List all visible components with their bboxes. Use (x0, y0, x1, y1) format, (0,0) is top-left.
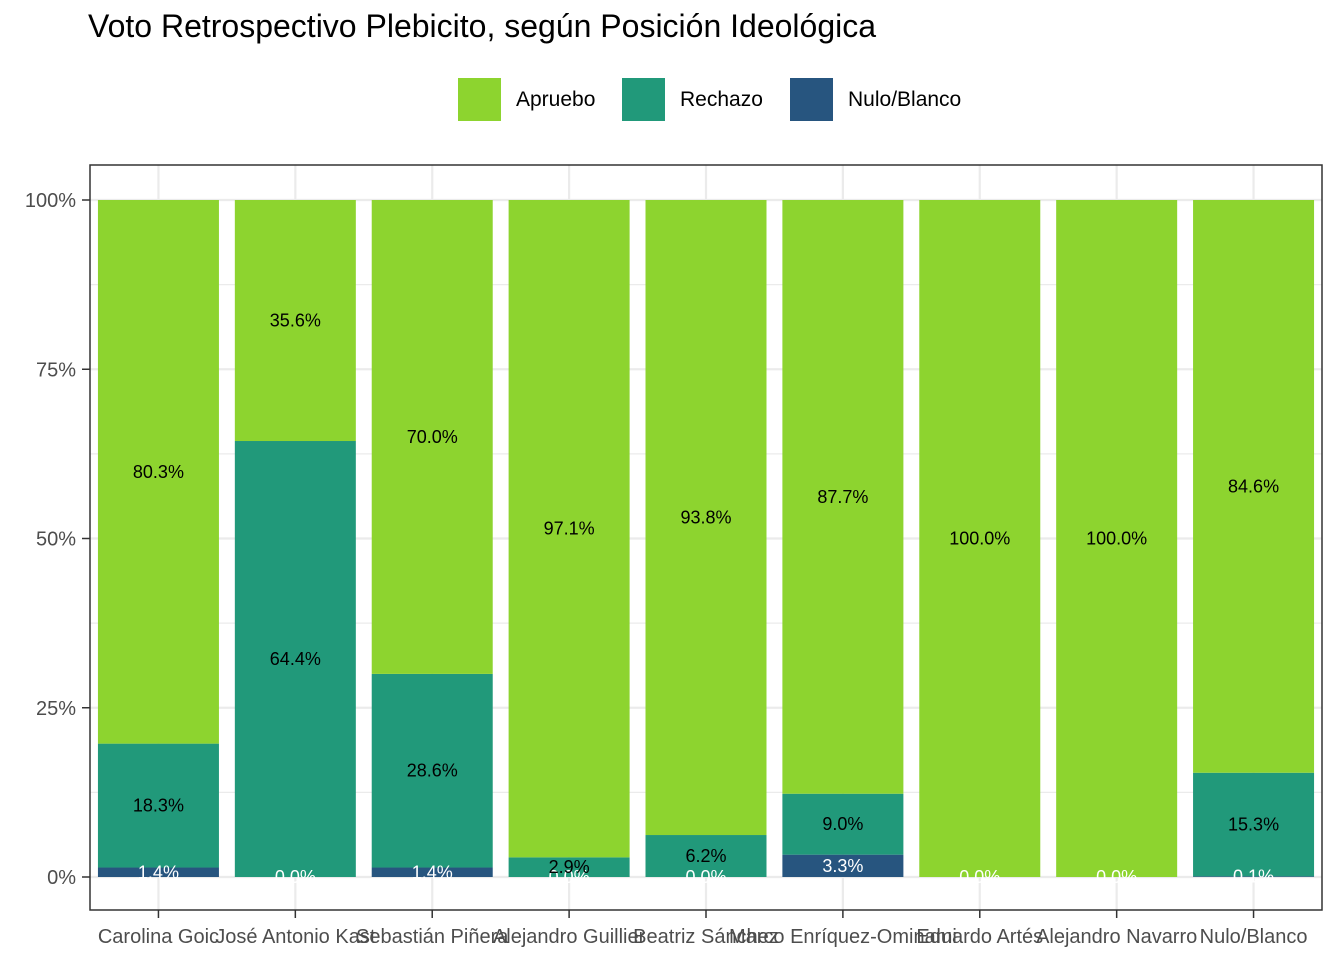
legend-label-nulo-blanco: Nulo/Blanco (848, 88, 962, 111)
bar-label-apruebo-2: 70.0% (407, 427, 458, 447)
bar-label-rechazo-8: 15.3% (1228, 815, 1279, 835)
x-tick-label-2: Sebastián Piñera (356, 926, 509, 948)
bar-apruebo-8 (1193, 200, 1315, 773)
bar-label-apruebo-8: 84.6% (1228, 476, 1279, 496)
bar-label-nulo-blanco-5: 3.3% (822, 856, 863, 876)
bar-label-apruebo-7: 100.0% (1086, 529, 1147, 549)
bar-rechazo-2 (371, 673, 493, 868)
bar-rechazo-5 (782, 793, 904, 855)
bar-label-nulo-blanco-4: 0.0% (685, 867, 726, 887)
bar-apruebo-1 (234, 200, 356, 442)
bar-rechazo-0 (97, 743, 219, 868)
chart-title: Voto Retrospectivo Plebicito, según Posi… (88, 8, 877, 44)
legend-label-rechazo: Rechazo (680, 88, 763, 111)
bar-nulo-blanco-0 (97, 867, 219, 877)
x-tick-label-1: José Antonio Kast (215, 926, 376, 948)
bar-label-nulo-blanco-0: 1.4% (138, 862, 179, 882)
x-tick-label-7: Alejandro Navarro (1036, 926, 1197, 948)
bar-apruebo-7 (1056, 200, 1178, 877)
bar-label-nulo-blanco-6: 0.0% (959, 867, 1000, 887)
x-tick-label-0: Carolina Goic (98, 926, 219, 948)
x-tick-label-4: Beatriz Sánchez (633, 926, 779, 948)
bar-label-apruebo-5: 87.7% (817, 487, 868, 507)
bar-apruebo-3 (508, 200, 630, 858)
bar-nulo-blanco-5 (782, 854, 904, 877)
bar-label-rechazo-4: 6.2% (685, 846, 726, 866)
bar-rechazo-1 (234, 441, 356, 877)
bar-nulo-blanco-2 (371, 867, 493, 877)
x-tick-label-5: Marco Enríquez-Ominami (729, 926, 957, 948)
y-tick-label-2: 50% (36, 529, 76, 551)
y-tick-label-4: 100% (25, 190, 76, 212)
legend-key-rechazo (622, 78, 665, 121)
bar-label-nulo-blanco-1: 0.0% (275, 867, 316, 887)
bar-label-nulo-blanco-8: 0.1% (1233, 867, 1274, 887)
bar-label-rechazo-5: 9.0% (822, 814, 863, 834)
bar-label-apruebo-3: 97.1% (544, 519, 595, 539)
bar-label-apruebo-0: 80.3% (133, 462, 184, 482)
bar-apruebo-6 (919, 200, 1041, 877)
bar-rechazo-8 (1193, 772, 1315, 877)
legend-key-nulo-blanco (790, 78, 833, 121)
bar-label-rechazo-1: 64.4% (270, 649, 321, 669)
legend-key-apruebo (458, 78, 501, 121)
x-tick-label-6: Eduardo Artés (916, 926, 1043, 948)
bar-label-apruebo-1: 35.6% (270, 311, 321, 331)
bar-apruebo-0 (97, 200, 219, 744)
bar-apruebo-2 (371, 200, 493, 674)
y-tick-label-1: 25% (36, 698, 76, 720)
bar-label-rechazo-0: 18.3% (133, 796, 184, 816)
bar-apruebo-4 (645, 200, 767, 836)
bar-rechazo-3 (508, 857, 630, 877)
bar-label-rechazo-3: 2.9% (549, 857, 590, 877)
bar-label-nulo-blanco-7: 0.0% (1096, 867, 1137, 887)
y-tick-label-3: 75% (36, 359, 76, 381)
legend-label-apruebo: Apruebo (516, 88, 596, 111)
bar-label-nulo-blanco-2: 1.4% (412, 862, 453, 882)
x-tick-label-3: Alejandro Guillier (493, 926, 646, 948)
bar-apruebo-5 (782, 200, 904, 794)
bar-label-apruebo-6: 100.0% (949, 529, 1010, 549)
x-tick-label-8: Nulo/Blanco (1200, 926, 1308, 948)
bar-nulo-blanco-8 (1193, 876, 1315, 877)
y-tick-label-0: 0% (47, 867, 76, 889)
bar-rechazo-4 (645, 835, 767, 877)
bar-label-nulo-blanco-3: 0.0% (549, 867, 590, 887)
bar-label-apruebo-4: 93.8% (680, 508, 731, 528)
bar-label-rechazo-2: 28.6% (407, 761, 458, 781)
